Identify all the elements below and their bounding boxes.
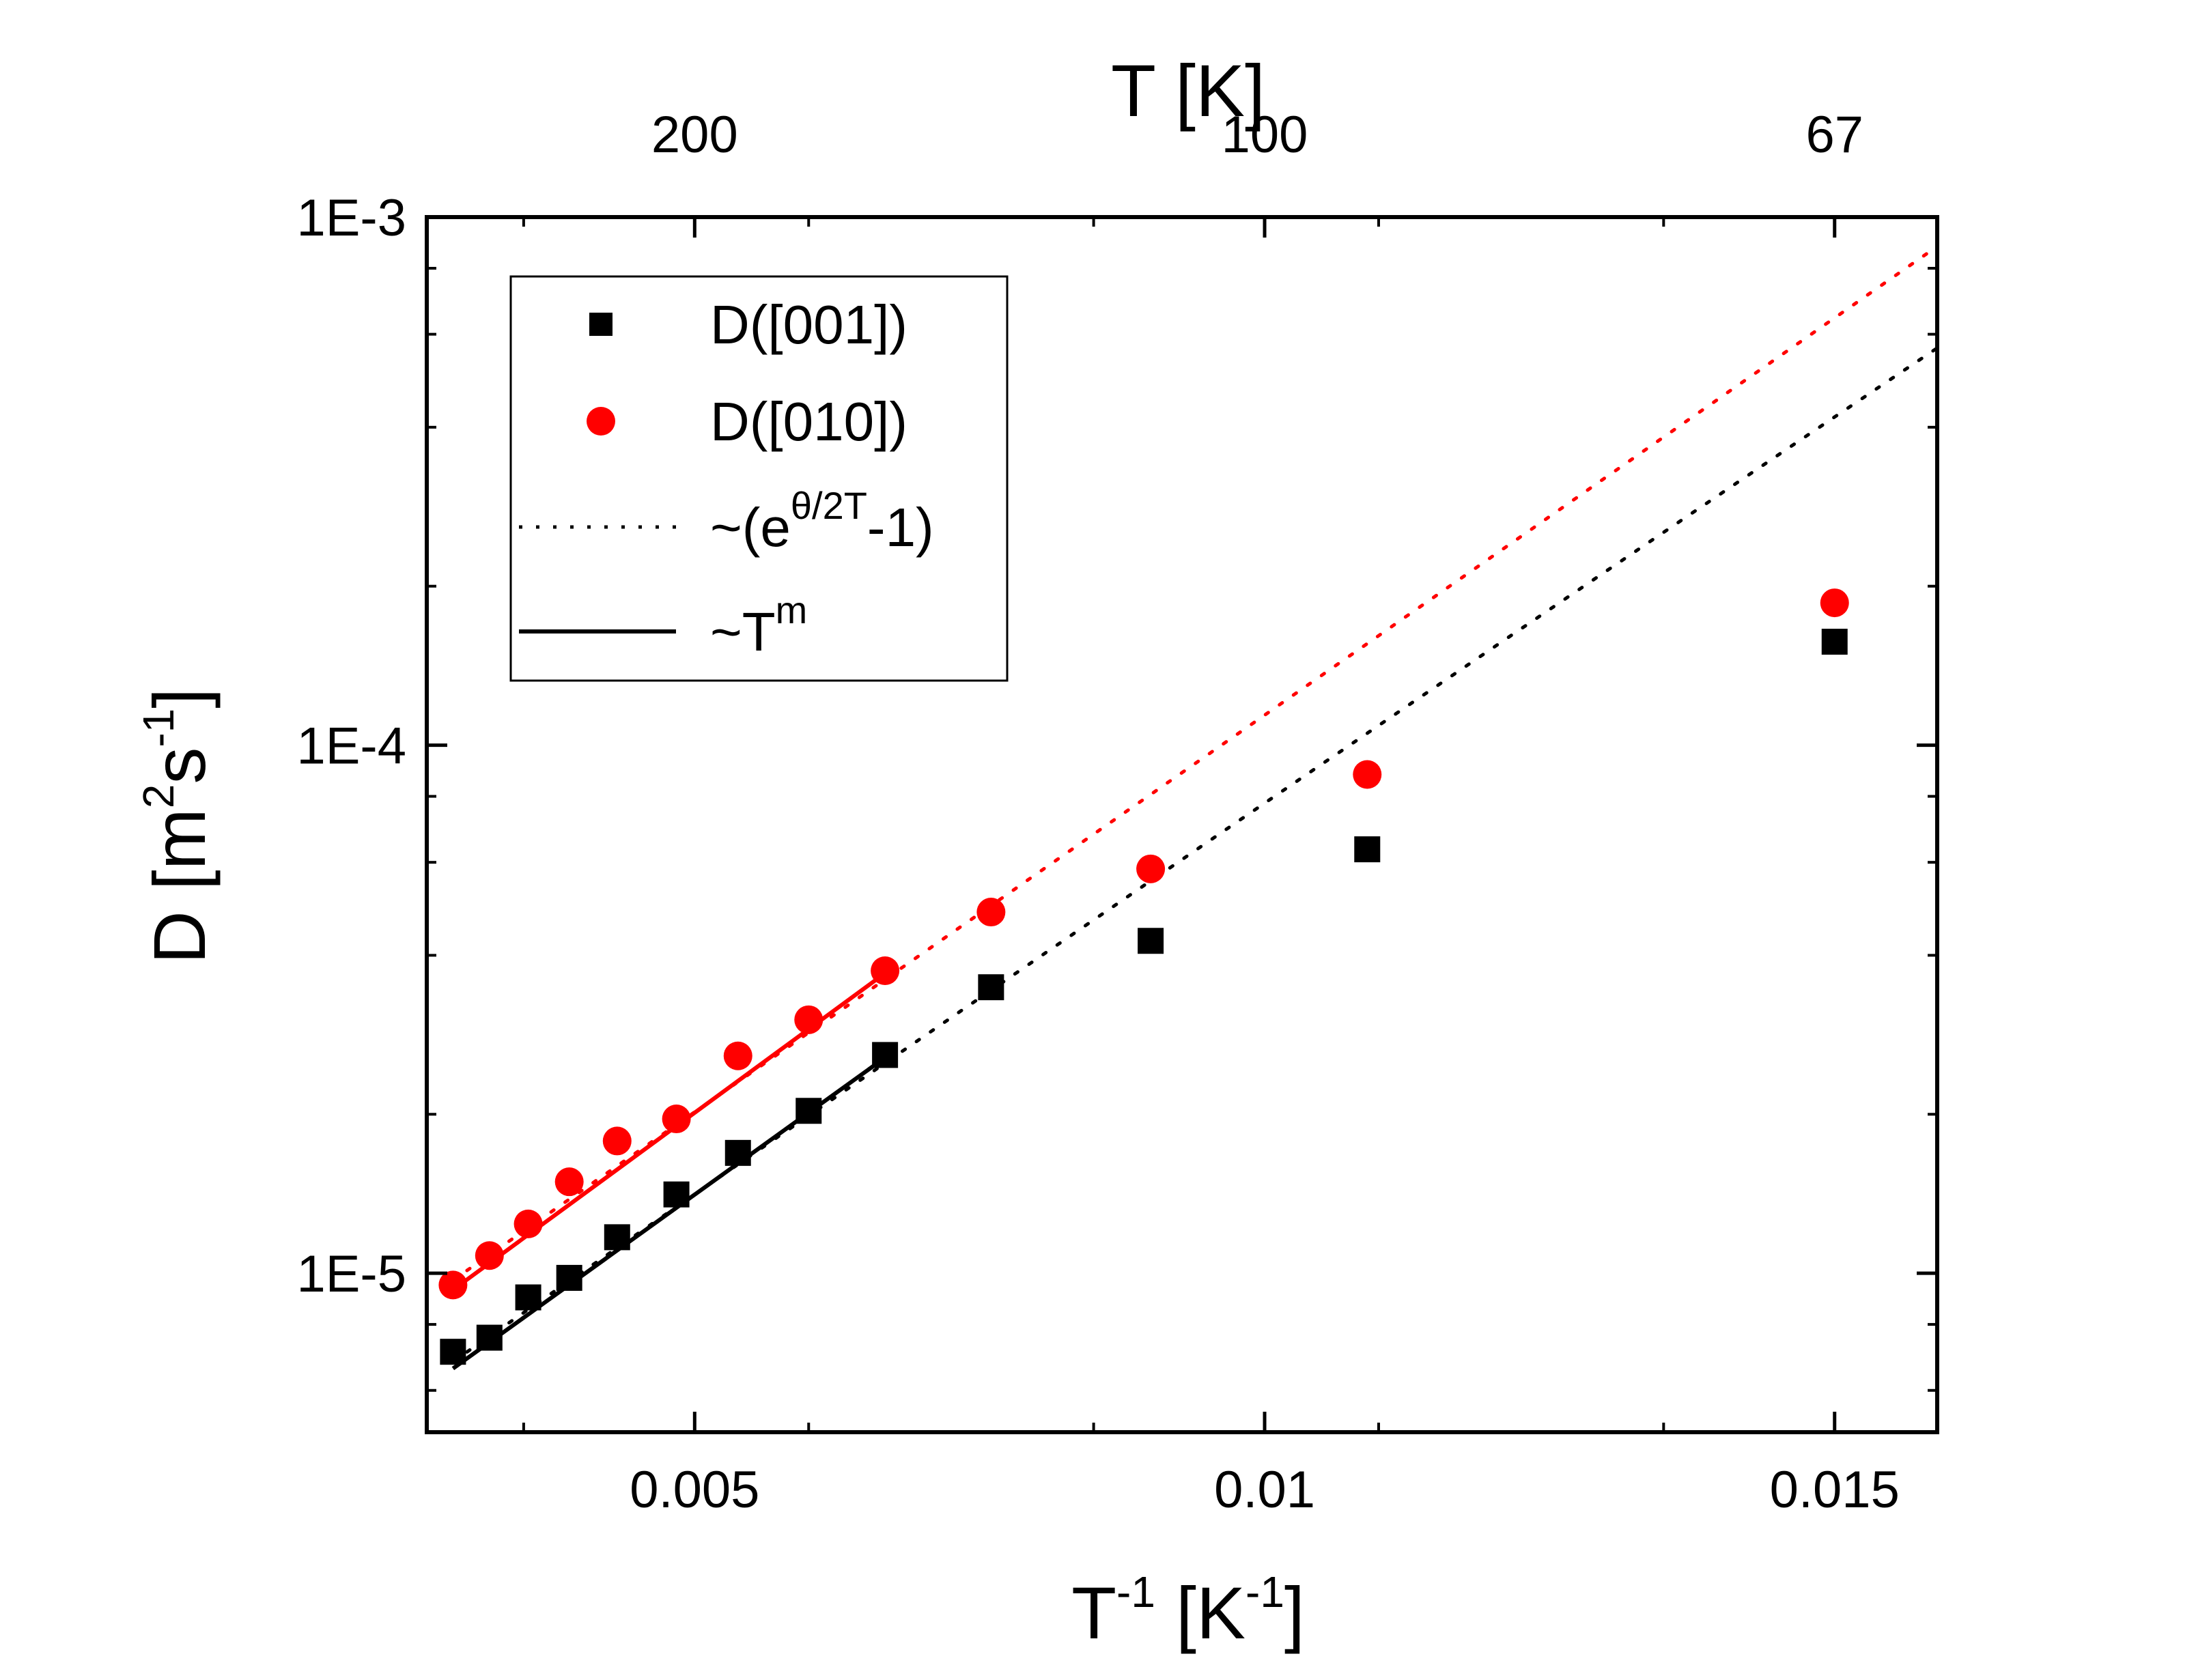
legend-label-power-sup: m: [776, 588, 808, 631]
x-axis-title-exp2: -1: [1245, 1567, 1284, 1617]
y-tick-label: 1E-3: [296, 189, 406, 247]
data-point-d010: [513, 1209, 543, 1238]
plot-frame: [425, 215, 1939, 1434]
x-axis-title-base: T: [1071, 1571, 1116, 1654]
data-point-d001: [724, 1139, 751, 1166]
y-axis-title-exp1: 2: [134, 784, 183, 809]
data-point-d001: [978, 974, 1004, 1001]
data-point-d010: [871, 956, 900, 985]
data-point-d010: [662, 1105, 691, 1134]
x-tick-label: 0.005: [630, 1461, 759, 1519]
top-tick-label: 67: [1805, 106, 1863, 164]
x-tick-label: 0.01: [1214, 1461, 1315, 1519]
legend-box: [509, 275, 1009, 682]
data-point-d001: [556, 1264, 582, 1291]
data-markers: [438, 588, 1849, 1365]
y-tick-label: 1E-4: [296, 717, 406, 775]
y-axis-title-a: D [m: [138, 808, 221, 964]
fit-line-exp: [451, 244, 1939, 1282]
legend-label-d010: D([010]): [710, 391, 907, 452]
legend-label-power-base: ~T: [710, 601, 776, 662]
data-point-d010: [602, 1126, 632, 1156]
y-axis-title-b: s: [138, 748, 221, 784]
data-point-d001: [604, 1224, 630, 1251]
y-axis-title: D [m2s-1]: [134, 688, 221, 965]
legend: D([001]) D([010]) ~(eθ/2T-1) ~Tm: [509, 275, 1009, 682]
legend-label-exp-end: -1): [867, 497, 934, 558]
y-tick-label: 1E-5: [296, 1245, 406, 1303]
legend-label-d001: D([001]): [710, 294, 907, 355]
x-axis-title-exp: -1: [1116, 1567, 1155, 1617]
y-axis-title-c: ]: [138, 688, 221, 709]
data-point-d010: [976, 898, 1006, 927]
data-point-d001: [440, 1339, 466, 1365]
y-axis-title-exp2: -1: [134, 709, 183, 748]
data-point-d001: [663, 1181, 690, 1208]
legend-label-exp-base: ~(e: [710, 497, 791, 558]
x-tick-label: 0.015: [1770, 1461, 1900, 1519]
legend-label-exp: ~(eθ/2T-1): [710, 484, 934, 558]
legend-label-exp-sup: θ/2T: [791, 484, 867, 527]
top-tick-label: 200: [651, 106, 738, 164]
legend-marker-circle: [587, 407, 615, 436]
data-point-d001: [1821, 629, 1848, 655]
data-point-d010: [554, 1167, 584, 1197]
data-point-d010: [475, 1241, 504, 1270]
data-point-d001: [476, 1324, 503, 1351]
data-point-d001: [796, 1098, 822, 1124]
data-point-d001: [1354, 836, 1381, 863]
legend-marker-square: [589, 313, 613, 336]
legend-label-power: ~Tm: [710, 588, 807, 662]
major-ticks: [427, 215, 1937, 1432]
top-axis-title: T [K]: [1111, 49, 1265, 132]
data-point-d001: [515, 1284, 541, 1311]
data-point-d010: [1136, 854, 1166, 883]
data-point-d010: [723, 1041, 752, 1070]
data-point-d001: [872, 1042, 899, 1068]
data-point-d001: [1138, 928, 1164, 954]
tick-labels: 0.005 0.01 0.015 200 100 67 1E-5 1E-4 1E-3: [296, 106, 1899, 1519]
data-point-d010: [1820, 588, 1849, 618]
x-axis-title-mid: [K: [1155, 1571, 1245, 1654]
x-axis-title: T-1 [K-1]: [1071, 1567, 1305, 1654]
top-tick-label: 100: [1222, 106, 1308, 164]
data-point-d010: [1353, 760, 1382, 789]
data-point-d010: [794, 1005, 824, 1034]
data-point-d010: [438, 1270, 468, 1300]
x-axis-title-end: ]: [1284, 1571, 1305, 1654]
